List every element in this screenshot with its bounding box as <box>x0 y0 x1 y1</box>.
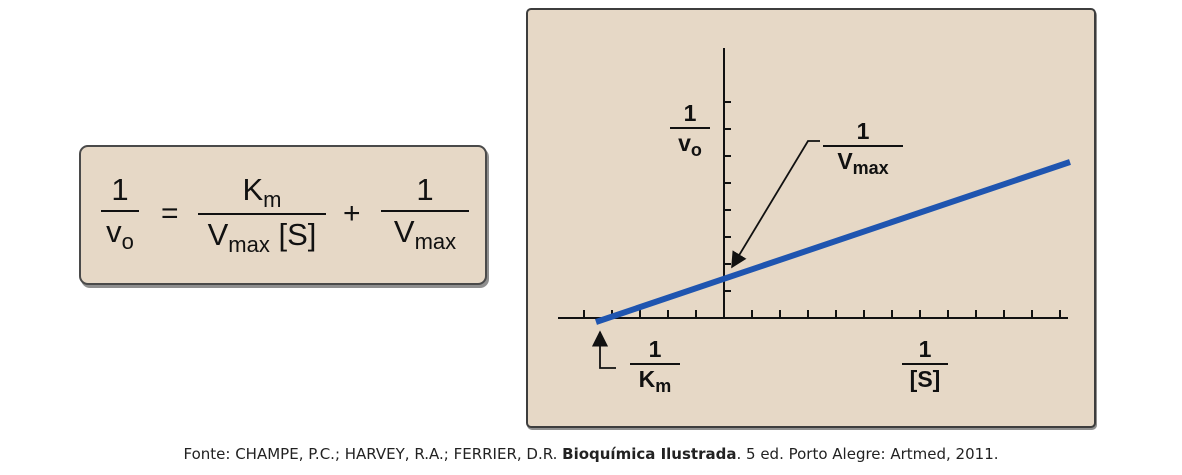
fraction-bar <box>381 210 469 212</box>
y-axis-label: 1 vo <box>670 100 710 158</box>
plot-line <box>596 162 1070 322</box>
equals-sign: = <box>161 197 179 231</box>
lineweaver-burk-graph: 1 vo 1 Vmax 1 Km 1 [S] <box>526 8 1096 428</box>
term2-denominator: Vmax <box>381 215 469 252</box>
source-caption: Fonte: CHAMPE, P.C.; HARVEY, R.A.; FERRI… <box>0 445 1182 463</box>
caption-suffix: . 5 ed. Porto Alegre: Artmed, 2011. <box>736 445 998 463</box>
lhs-numerator: 1 <box>101 173 139 207</box>
plus-sign: + <box>343 197 361 231</box>
km-arrow <box>600 332 616 368</box>
caption-prefix: Fonte: CHAMPE, P.C.; HARVEY, R.A.; FERRI… <box>184 445 563 463</box>
x-intercept-label: 1 Km <box>630 336 680 394</box>
x-axis-ticks <box>584 310 1060 318</box>
lhs-fraction: 1 vo <box>101 173 139 252</box>
y-intercept-label: 1 Vmax <box>823 118 903 176</box>
fraction-bar <box>198 213 326 215</box>
lhs-denominator: vo <box>101 215 139 252</box>
y-axis-ticks <box>724 102 731 291</box>
term2-numerator: 1 <box>381 173 469 207</box>
term1-fraction: Km Vmax [S] <box>198 173 326 255</box>
term1-denominator: Vmax [S] <box>198 218 326 255</box>
caption-book-title: Bioquímica Ilustrada <box>562 445 736 463</box>
fraction-bar <box>101 210 139 212</box>
x-axis-label: 1 [S] <box>902 336 948 392</box>
equation-box: 1 vo = Km Vmax [S] + 1 Vmax <box>79 145 487 285</box>
term2-fraction: 1 Vmax <box>381 173 469 252</box>
graph-canvas <box>528 10 1094 426</box>
term1-numerator: Km <box>198 173 326 210</box>
